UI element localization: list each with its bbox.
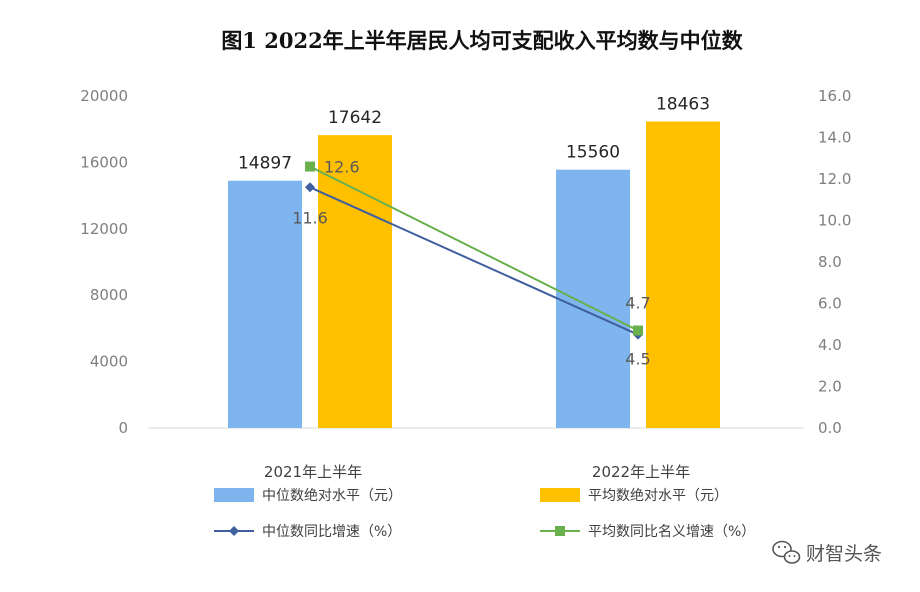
- right-axis: 0.0 2.0 4.0 6.0 8.0 10.0 12.0 14.0 16.0: [818, 87, 851, 437]
- bar-value-label: 18463: [656, 95, 710, 115]
- right-tick-label: 0.0: [818, 419, 842, 437]
- legend-marker: [555, 526, 565, 536]
- left-tick-label: 20000: [80, 87, 128, 105]
- category-label: 2021年上半年: [264, 463, 362, 481]
- bar: [646, 121, 720, 429]
- left-tick-label: 12000: [80, 220, 128, 238]
- legend-label: 平均数绝对水平（元）: [588, 488, 728, 504]
- legend-label: 平均数同比名义增速（%）: [588, 524, 755, 540]
- right-tick-label: 4.0: [818, 336, 842, 354]
- lines: 11.6 4.5 12.6 4.7: [292, 158, 651, 369]
- legend-label: 中位数绝对水平（元）: [262, 488, 402, 504]
- line-value-label: 12.6: [324, 158, 360, 177]
- left-tick-label: 4000: [90, 353, 128, 371]
- legend-marker: [229, 526, 239, 536]
- right-tick-label: 2.0: [818, 378, 842, 396]
- legend: 中位数绝对水平（元） 平均数绝对水平（元） 中位数同比增速（%） 平均数同比名义增速（…: [214, 488, 755, 540]
- bar-value-label: 17642: [328, 108, 382, 128]
- category-labels: 2021年上半年 2022年上半年: [264, 463, 690, 481]
- chart-title: 图1 2022年上半年居民人均可支配收入平均数与中位数: [221, 28, 743, 53]
- bar: [556, 169, 630, 429]
- series-line: [309, 186, 639, 336]
- left-axis: 0 4000 8000 12000 16000 20000: [80, 87, 128, 437]
- bar: [228, 180, 302, 428]
- line-point: [305, 182, 315, 193]
- right-tick-label: 8.0: [818, 253, 842, 271]
- watermark: 财智头条: [772, 540, 882, 565]
- bar-value-label: 14897: [238, 154, 292, 174]
- line-value-label: 11.6: [292, 208, 328, 227]
- right-tick-label: 14.0: [818, 129, 851, 147]
- bar: [318, 135, 392, 428]
- wechat-icon: [772, 540, 801, 564]
- legend-swatch: [540, 488, 580, 502]
- line-point: [305, 161, 315, 172]
- watermark-text: 财智头条: [806, 543, 882, 565]
- right-tick-label: 12.0: [818, 170, 851, 188]
- left-tick-label: 16000: [80, 153, 128, 171]
- series-line: [309, 165, 639, 332]
- line-value-label: 4.5: [625, 350, 650, 369]
- line-point: [633, 325, 643, 336]
- right-tick-label: 16.0: [818, 87, 851, 105]
- legend-label: 中位数同比增速（%）: [262, 524, 401, 540]
- left-tick-label: 0: [118, 419, 128, 437]
- line-value-label: 4.7: [625, 293, 650, 312]
- right-tick-label: 10.0: [818, 212, 851, 230]
- left-tick-label: 8000: [90, 286, 128, 304]
- legend-swatch: [214, 488, 254, 502]
- bar-value-label: 15560: [566, 143, 620, 163]
- bars: 14897 15560 17642 18463: [228, 95, 720, 429]
- right-tick-label: 6.0: [818, 295, 842, 313]
- category-label: 2022年上半年: [592, 463, 690, 481]
